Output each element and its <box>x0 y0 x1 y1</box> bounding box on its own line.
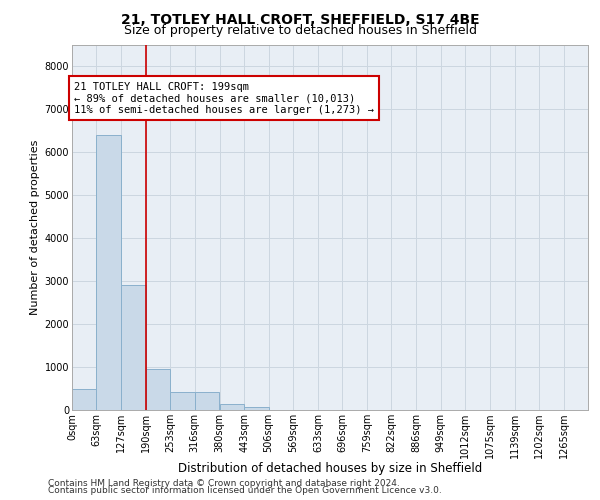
Y-axis label: Number of detached properties: Number of detached properties <box>31 140 40 315</box>
Text: Contains HM Land Registry data © Crown copyright and database right 2024.: Contains HM Land Registry data © Crown c… <box>48 478 400 488</box>
Bar <box>146 369 170 410</box>
Bar <box>244 406 269 410</box>
Bar <box>195 392 219 410</box>
Bar <box>121 286 146 410</box>
Bar <box>220 404 244 410</box>
Text: Contains public sector information licensed under the Open Government Licence v3: Contains public sector information licen… <box>48 486 442 495</box>
Text: Size of property relative to detached houses in Sheffield: Size of property relative to detached ho… <box>124 24 476 37</box>
Bar <box>170 392 195 410</box>
Text: 21 TOTLEY HALL CROFT: 199sqm
← 89% of detached houses are smaller (10,013)
11% o: 21 TOTLEY HALL CROFT: 199sqm ← 89% of de… <box>74 82 374 114</box>
Bar <box>97 135 121 410</box>
X-axis label: Distribution of detached houses by size in Sheffield: Distribution of detached houses by size … <box>178 462 482 475</box>
Bar <box>72 388 97 410</box>
Text: 21, TOTLEY HALL CROFT, SHEFFIELD, S17 4BE: 21, TOTLEY HALL CROFT, SHEFFIELD, S17 4B… <box>121 12 479 26</box>
